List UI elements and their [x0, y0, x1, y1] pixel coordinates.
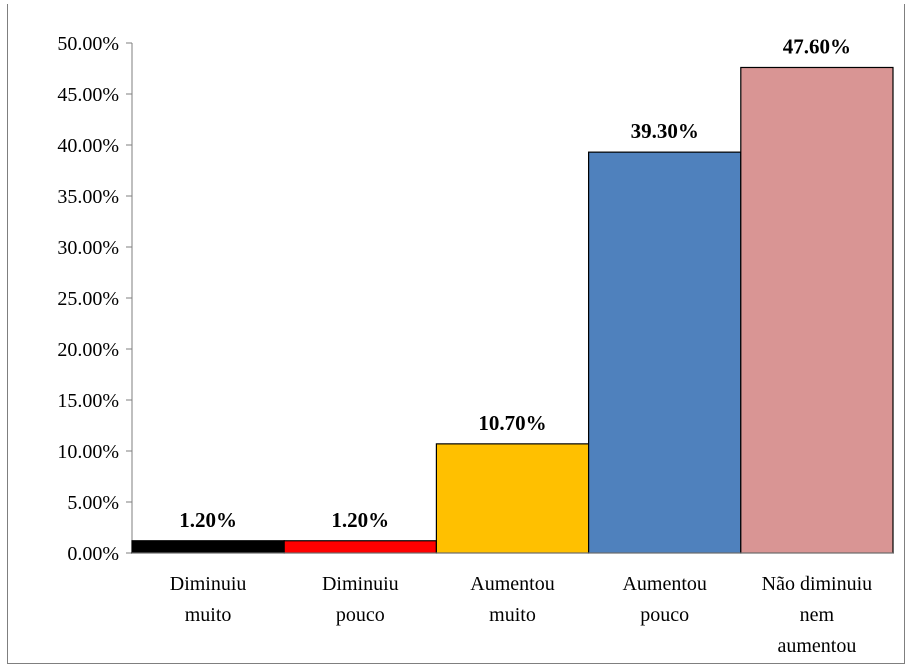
category-label: muito — [185, 604, 232, 626]
y-tick-label: 0.00% — [67, 543, 119, 565]
y-tick-label: 25.00% — [57, 288, 119, 310]
category-label: Diminuiu — [322, 573, 399, 595]
category-label: pouco — [336, 604, 385, 626]
y-tick-label: 20.00% — [57, 339, 119, 361]
y-tick-label: 5.00% — [67, 492, 119, 514]
bar — [435, 443, 590, 554]
category-label: muito — [489, 604, 536, 626]
y-tick-label: 40.00% — [57, 135, 119, 157]
category-label: Não diminuiu — [762, 573, 873, 595]
data-label: 39.30% — [631, 119, 699, 143]
y-tick-label: 10.00% — [57, 441, 119, 463]
bar — [740, 66, 894, 554]
y-tick-label: 30.00% — [57, 237, 119, 259]
bar — [131, 540, 285, 554]
y-tick-label: 35.00% — [57, 186, 119, 208]
category-label: aumentou — [777, 635, 856, 657]
data-label: 47.60% — [783, 34, 851, 58]
y-tick-label: 15.00% — [57, 390, 119, 412]
y-tick-label: 45.00% — [57, 84, 119, 106]
bar — [283, 540, 438, 554]
category-label: nem — [800, 604, 835, 626]
data-label: 1.20% — [331, 508, 389, 532]
category-label: Aumentou — [470, 573, 554, 595]
y-tick-label: 50.00% — [57, 33, 119, 55]
bar — [587, 151, 742, 554]
data-label: 1.20% — [179, 508, 237, 532]
category-label: pouco — [640, 604, 689, 626]
data-label: 10.70% — [478, 411, 546, 435]
category-label: Diminuiu — [170, 573, 247, 595]
category-label: Aumentou — [622, 573, 706, 595]
